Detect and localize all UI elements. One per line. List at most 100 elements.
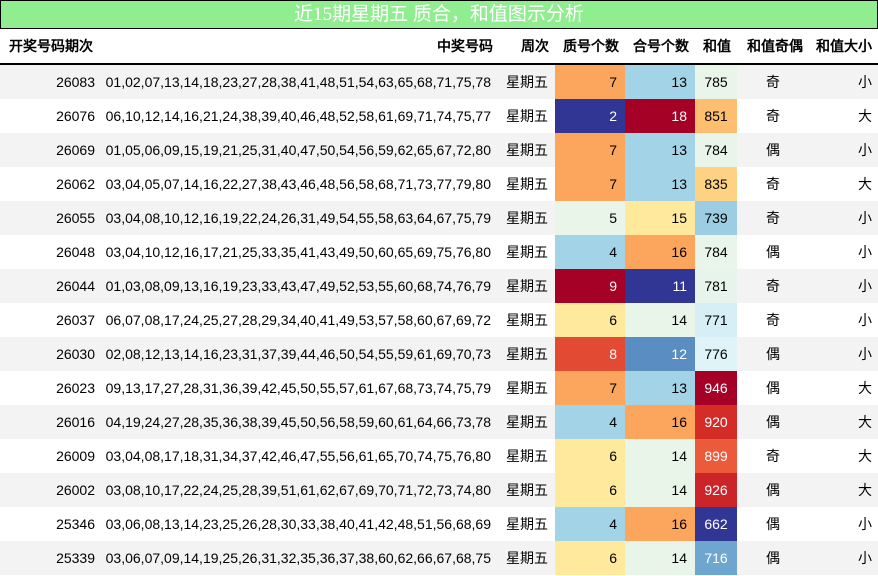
sum-parity-cell: 奇 [737, 167, 809, 201]
composite-count-cell: 11 [625, 269, 695, 303]
sum-parity-cell: 偶 [737, 473, 809, 507]
column-header-sum-size: 和值大小 [809, 29, 878, 65]
weekday-cell: 星期五 [499, 99, 555, 133]
prime-count-cell: 7 [555, 167, 625, 201]
composite-count-cell: 15 [625, 201, 695, 235]
sum-size-cell: 小 [809, 541, 878, 575]
table-row: 26044 01,03,08,09,13,16,19,23,33,43,47,49… [0, 269, 878, 303]
prime-count-cell: 2 [555, 99, 625, 133]
composite-count-cell: 16 [625, 235, 695, 269]
column-header-composite-count: 合号个数 [625, 29, 695, 65]
numbers-cell: 03,04,05,07,14,16,22,27,38,43,46,48,56,5… [101, 167, 499, 201]
sum-parity-cell: 奇 [737, 439, 809, 473]
issue-cell: 25339 [0, 541, 101, 575]
sum-size-cell: 大 [809, 439, 878, 473]
composite-count-cell: 13 [625, 133, 695, 167]
composite-count-cell: 13 [625, 371, 695, 405]
table-row: 26037 06,07,08,17,24,25,27,28,29,34,40,41… [0, 303, 878, 337]
sum-parity-cell: 偶 [737, 541, 809, 575]
numbers-cell: 03,04,08,10,12,16,19,22,24,26,31,49,54,5… [101, 201, 499, 235]
numbers-cell: 01,05,06,09,15,19,21,25,31,40,47,50,54,5… [101, 133, 499, 167]
numbers-cell: 06,07,08,17,24,25,27,28,29,34,40,41,49,5… [101, 303, 499, 337]
composite-count-cell: 13 [625, 64, 695, 99]
numbers-cell: 01,03,08,09,13,16,19,23,33,43,47,49,52,5… [101, 269, 499, 303]
sum-parity-cell: 奇 [737, 303, 809, 337]
sum-size-cell: 小 [809, 133, 878, 167]
sum-parity-cell: 偶 [737, 235, 809, 269]
composite-count-cell: 12 [625, 337, 695, 371]
table-row: 26055 03,04,08,10,12,16,19,22,24,26,31,49… [0, 201, 878, 235]
column-header-sum: 和值 [695, 29, 737, 65]
weekday-cell: 星期五 [499, 303, 555, 337]
sum-parity-cell: 偶 [737, 371, 809, 405]
table-row: 26002 03,08,10,17,22,24,25,28,39,51,61,62… [0, 473, 878, 507]
numbers-cell: 02,08,12,13,14,16,23,31,37,39,44,46,50,5… [101, 337, 499, 371]
prime-count-cell: 4 [555, 235, 625, 269]
issue-cell: 26037 [0, 303, 101, 337]
table-row: 26009 03,04,08,17,18,31,34,37,42,46,47,55… [0, 439, 878, 473]
sum-cell: 784 [695, 235, 737, 269]
sum-size-cell: 大 [809, 99, 878, 133]
table-row: 25346 03,06,08,13,14,23,25,26,28,30,33,38… [0, 507, 878, 541]
sum-cell: 785 [695, 64, 737, 99]
weekday-cell: 星期五 [499, 507, 555, 541]
prime-count-cell: 6 [555, 439, 625, 473]
sum-cell: 851 [695, 99, 737, 133]
issue-cell: 26083 [0, 64, 101, 99]
table-row: 26048 03,04,10,12,16,17,21,25,33,35,41,43… [0, 235, 878, 269]
weekday-cell: 星期五 [499, 337, 555, 371]
weekday-cell: 星期五 [499, 167, 555, 201]
numbers-cell: 04,19,24,27,28,35,36,38,39,45,50,56,58,5… [101, 405, 499, 439]
sum-cell: 781 [695, 269, 737, 303]
prime-count-cell: 5 [555, 201, 625, 235]
sum-cell: 716 [695, 541, 737, 575]
weekday-cell: 星期五 [499, 439, 555, 473]
numbers-cell: 03,08,10,17,22,24,25,28,39,51,61,62,67,6… [101, 473, 499, 507]
table-row: 26023 09,13,17,27,28,31,36,39,42,45,50,55… [0, 371, 878, 405]
sum-cell: 662 [695, 507, 737, 541]
issue-cell: 26076 [0, 99, 101, 133]
sum-size-cell: 小 [809, 201, 878, 235]
column-header-numbers: 中奖号码 [101, 29, 499, 65]
issue-cell: 26030 [0, 337, 101, 371]
composite-count-cell: 18 [625, 99, 695, 133]
weekday-cell: 星期五 [499, 541, 555, 575]
issue-cell: 26062 [0, 167, 101, 201]
table-row: 26062 03,04,05,07,14,16,22,27,38,43,46,48… [0, 167, 878, 201]
sum-parity-cell: 奇 [737, 269, 809, 303]
sum-size-cell: 大 [809, 405, 878, 439]
composite-count-cell: 16 [625, 405, 695, 439]
sum-size-cell: 小 [809, 235, 878, 269]
issue-cell: 26002 [0, 473, 101, 507]
prime-count-cell: 6 [555, 541, 625, 575]
analysis-table: 开奖号码期次 中奖号码 周次 质号个数 合号个数 和值 和值奇偶 和值大小 26… [0, 29, 878, 575]
numbers-cell: 09,13,17,27,28,31,36,39,42,45,50,55,57,6… [101, 371, 499, 405]
sum-cell: 771 [695, 303, 737, 337]
prime-count-cell: 4 [555, 507, 625, 541]
sum-size-cell: 大 [809, 371, 878, 405]
issue-cell: 26069 [0, 133, 101, 167]
numbers-cell: 03,04,10,12,16,17,21,25,33,35,41,43,49,5… [101, 235, 499, 269]
sum-parity-cell: 奇 [737, 64, 809, 99]
table-row: 26016 04,19,24,27,28,35,36,38,39,45,50,56… [0, 405, 878, 439]
numbers-cell: 03,06,08,13,14,23,25,26,28,30,33,38,40,4… [101, 507, 499, 541]
issue-cell: 26044 [0, 269, 101, 303]
sum-size-cell: 小 [809, 269, 878, 303]
sum-parity-cell: 偶 [737, 337, 809, 371]
column-header-prime-count: 质号个数 [555, 29, 625, 65]
table-row: 26083 01,02,07,13,14,18,23,27,28,38,41,48… [0, 64, 878, 99]
sum-parity-cell: 奇 [737, 99, 809, 133]
table-row: 26076 06,10,12,14,16,21,24,38,39,40,46,48… [0, 99, 878, 133]
table-body: 26083 01,02,07,13,14,18,23,27,28,38,41,48… [0, 64, 878, 575]
composite-count-cell: 14 [625, 473, 695, 507]
weekday-cell: 星期五 [499, 405, 555, 439]
sum-size-cell: 小 [809, 507, 878, 541]
sum-parity-cell: 奇 [737, 201, 809, 235]
issue-cell: 25346 [0, 507, 101, 541]
issue-cell: 26055 [0, 201, 101, 235]
numbers-cell: 01,02,07,13,14,18,23,27,28,38,41,48,51,5… [101, 64, 499, 99]
sum-cell: 784 [695, 133, 737, 167]
numbers-cell: 06,10,12,14,16,21,24,38,39,40,46,48,52,5… [101, 99, 499, 133]
sum-parity-cell: 偶 [737, 405, 809, 439]
composite-count-cell: 13 [625, 167, 695, 201]
